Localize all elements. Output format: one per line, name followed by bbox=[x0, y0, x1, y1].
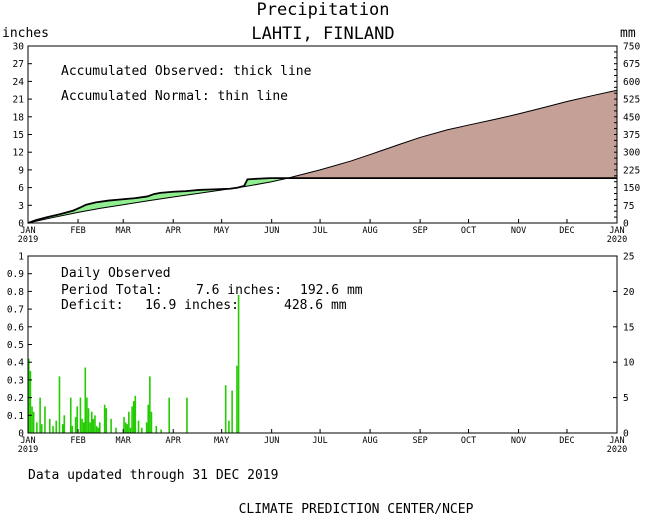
deficit-mm: 428.6 mm bbox=[284, 298, 347, 313]
month-label: SEP bbox=[412, 436, 427, 446]
month-label: OCT bbox=[461, 226, 476, 236]
left-axis-tick-label: 0.7 bbox=[7, 305, 24, 316]
source-credit: CLIMATE PREDICTION CENTER/NCEP bbox=[239, 502, 474, 517]
month-label: AUG bbox=[362, 436, 377, 446]
left-axis-tick-label: 24 bbox=[13, 77, 25, 88]
left-axis-tick-label: 30 bbox=[13, 42, 25, 53]
accumulated-normal-legend: Accumulated Normal: thin line bbox=[61, 89, 288, 104]
location-label: LAHTI, FINLAND bbox=[251, 24, 394, 44]
month-label: JUL bbox=[312, 436, 327, 446]
right-axis-tick-label: 375 bbox=[623, 130, 640, 141]
left-axis-tick-label: 12 bbox=[13, 148, 24, 159]
month-label: NOV bbox=[511, 226, 526, 236]
month-label: JAN bbox=[20, 226, 35, 236]
left-axis-tick-label: 3 bbox=[18, 201, 24, 212]
surplus-area bbox=[27, 177, 288, 224]
normal-line bbox=[27, 89, 618, 224]
accumulated-observed-legend: Accumulated Observed: thick line bbox=[61, 64, 312, 79]
month-label: DEC bbox=[559, 226, 574, 236]
period-total-label: Period Total: bbox=[61, 283, 163, 298]
deficit-label: Deficit: bbox=[61, 298, 124, 313]
right-axis-tick-label: 75 bbox=[623, 201, 634, 212]
month-label: MAY bbox=[214, 226, 229, 236]
data-updated-note: Data updated through 31 DEC 2019 bbox=[28, 468, 278, 483]
month-label: JAN bbox=[609, 226, 624, 236]
year-label: 2020 bbox=[607, 445, 627, 455]
month-label: NOV bbox=[511, 436, 526, 446]
month-label: APR bbox=[166, 226, 182, 236]
right-axis-tick-label: 10 bbox=[623, 358, 635, 369]
left-axis-tick-label: 0.3 bbox=[7, 375, 24, 386]
left-axis-tick-label: 0.1 bbox=[7, 411, 24, 422]
month-label: JAN bbox=[20, 436, 35, 446]
year-label: 2020 bbox=[607, 235, 627, 245]
observed-line bbox=[27, 177, 617, 224]
period-total-mm: 192.6 mm bbox=[300, 283, 363, 298]
right-axis-tick-label: 525 bbox=[623, 95, 640, 106]
right-axis-tick-label: 150 bbox=[623, 183, 640, 194]
left-axis-tick-label: 9 bbox=[18, 165, 24, 176]
left-axis-tick-label: 0 bbox=[18, 429, 24, 440]
right-axis-tick-label: 225 bbox=[623, 165, 640, 176]
right-unit-label: mm bbox=[620, 26, 636, 41]
month-label: SEP bbox=[412, 226, 427, 236]
right-axis-tick-label: 25 bbox=[623, 252, 634, 263]
month-label: JAN bbox=[609, 436, 624, 446]
left-axis-tick-label: 0.4 bbox=[7, 358, 24, 369]
deficit-inches: 16.9 inches: bbox=[145, 298, 239, 313]
month-label: MAR bbox=[116, 436, 132, 446]
left-axis-tick-label: 15 bbox=[13, 130, 24, 141]
year-label: 2019 bbox=[18, 235, 38, 245]
right-axis-tick-label: 750 bbox=[623, 42, 640, 53]
accumulated-panel: 0369121518212427300751502253003754505256… bbox=[13, 42, 641, 246]
left-axis-tick-label: 0 bbox=[18, 219, 24, 230]
daily-panel: 00.10.20.30.40.50.60.70.80.910510152025J… bbox=[7, 252, 635, 456]
left-axis-tick-label: 18 bbox=[13, 112, 25, 123]
month-label: JUN bbox=[264, 226, 279, 236]
right-axis-tick-label: 675 bbox=[623, 59, 640, 70]
daily-observed-legend: Daily Observed bbox=[61, 266, 171, 281]
period-total-inches: 7.6 inches: bbox=[196, 283, 282, 298]
left-axis-tick-label: 0.6 bbox=[7, 322, 24, 333]
month-label: APR bbox=[166, 436, 182, 446]
left-axis-tick-label: 27 bbox=[13, 59, 24, 70]
right-axis-tick-label: 15 bbox=[623, 322, 634, 333]
month-label: FEB bbox=[70, 436, 85, 446]
left-unit-label: inches bbox=[2, 26, 49, 41]
month-label: DEC bbox=[559, 436, 574, 446]
month-label: OCT bbox=[461, 436, 476, 446]
left-axis-tick-label: 0.8 bbox=[7, 287, 24, 298]
right-axis-tick-label: 600 bbox=[623, 77, 640, 88]
month-label: FEB bbox=[70, 226, 85, 236]
right-axis-tick-label: 20 bbox=[623, 287, 635, 298]
month-label: AUG bbox=[362, 226, 377, 236]
right-axis-tick-label: 0 bbox=[623, 219, 629, 230]
month-label: JUN bbox=[264, 436, 279, 446]
month-label: MAY bbox=[214, 436, 229, 446]
left-axis-tick-label: 0.9 bbox=[7, 269, 24, 280]
chart-title: Precipitation bbox=[256, 0, 389, 20]
left-axis-tick-label: 21 bbox=[13, 95, 25, 106]
right-axis-tick-label: 450 bbox=[623, 112, 640, 123]
right-axis-tick-label: 0 bbox=[623, 429, 629, 440]
year-label: 2019 bbox=[18, 445, 38, 455]
left-axis-tick-label: 6 bbox=[18, 183, 24, 194]
right-axis-tick-label: 5 bbox=[623, 393, 629, 404]
left-axis-tick-label: 0.5 bbox=[7, 340, 24, 351]
month-label: MAR bbox=[116, 226, 132, 236]
left-axis-tick-label: 1 bbox=[18, 252, 24, 263]
right-axis-tick-label: 300 bbox=[623, 148, 640, 159]
left-axis-tick-label: 0.2 bbox=[7, 393, 24, 404]
month-label: JUL bbox=[312, 226, 327, 236]
